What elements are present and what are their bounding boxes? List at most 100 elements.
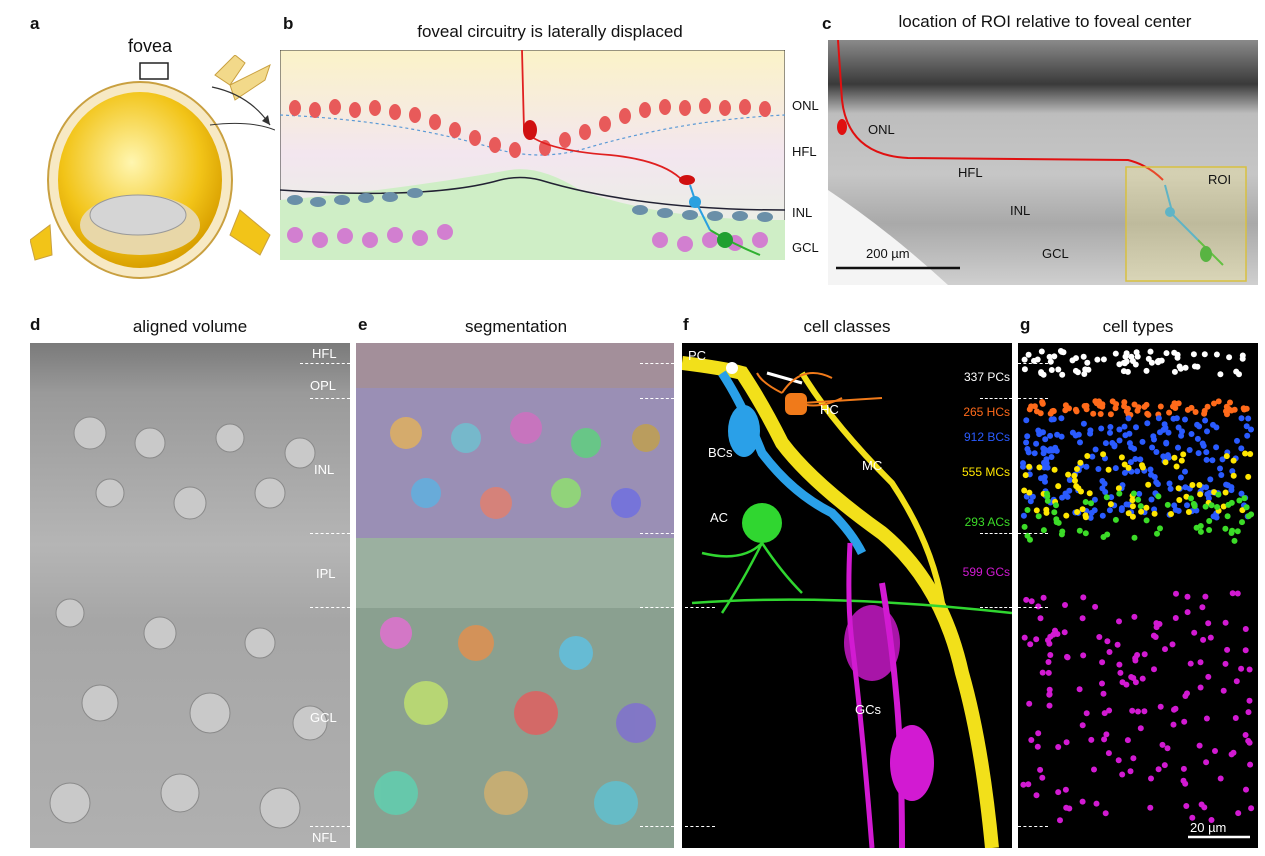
- cell-dot: [1026, 489, 1033, 496]
- cell-dot: [1074, 466, 1080, 472]
- cell-dot: [1062, 602, 1068, 608]
- cell-dot: [1046, 640, 1053, 647]
- panel-g-scale-label: 20 µm: [1190, 820, 1227, 835]
- cell-dot: [1081, 371, 1088, 377]
- cell-dot: [1163, 440, 1170, 447]
- cell-dot: [1062, 490, 1069, 497]
- cell-dot: [1185, 509, 1192, 515]
- cell-dot: [1184, 609, 1191, 616]
- cell-dot: [1102, 810, 1109, 817]
- cell-label-pc: PC: [688, 348, 707, 363]
- cell-dot: [1189, 482, 1196, 488]
- cell-dot: [1059, 494, 1066, 501]
- cell-dot: [1145, 411, 1152, 418]
- cell-dot: [1021, 366, 1028, 373]
- cell-dot: [1133, 349, 1140, 356]
- cell-dot: [1119, 771, 1126, 778]
- cell-dot: [1145, 481, 1152, 488]
- cell-dot: [1247, 761, 1254, 768]
- panel-f-boundary-gcl-left: [685, 826, 715, 827]
- cell-dot: [1112, 465, 1119, 472]
- cell-dot: [1112, 350, 1119, 357]
- cell-dot: [1106, 649, 1113, 655]
- cell-dot: [1223, 481, 1230, 488]
- cell-dot: [1072, 367, 1079, 374]
- cell-dot: [1170, 721, 1177, 728]
- cell-dot: [1121, 461, 1128, 468]
- cell-dot: [1027, 498, 1034, 505]
- cell-dot: [1239, 355, 1246, 362]
- cell-dot: [1055, 789, 1062, 796]
- cell-dot: [1044, 497, 1051, 504]
- cell-dot: [1096, 402, 1103, 409]
- cell-dot: [1186, 447, 1193, 453]
- cell-dot: [1203, 484, 1210, 491]
- cell-dot: [1128, 444, 1135, 451]
- cell-dot: [1165, 429, 1172, 436]
- cell-dot: [1107, 501, 1114, 508]
- cell-dot: [1116, 661, 1123, 668]
- cell-dot: [1132, 456, 1139, 462]
- cell-dot: [1097, 411, 1104, 417]
- cell-dot: [1118, 454, 1125, 461]
- cell-dot: [1203, 715, 1210, 722]
- cell-dot: [1024, 507, 1031, 513]
- cell-dot: [1105, 750, 1112, 757]
- cell-dot: [1079, 798, 1086, 805]
- cell-dot: [1033, 636, 1040, 643]
- cell-dot: [1131, 401, 1138, 408]
- panel-d-layer-opl: OPL: [310, 378, 337, 393]
- cell-dot: [1045, 669, 1052, 676]
- cell-dot: [1247, 451, 1254, 457]
- panel-d-boundary-gcl: [310, 826, 350, 827]
- panel-c-layer-hfl: HFL: [958, 165, 983, 180]
- cell-dot: [1243, 423, 1250, 430]
- cell-dot: [1031, 450, 1038, 457]
- cell-dot: [1078, 488, 1084, 495]
- cell-dot: [1052, 627, 1058, 634]
- cell-dot: [1047, 358, 1054, 365]
- cell-dot: [1201, 407, 1208, 414]
- cell-dot: [1025, 351, 1032, 358]
- cell-dot: [1203, 449, 1210, 456]
- cell-dot: [1063, 739, 1070, 746]
- panel-f-title: cell classes: [803, 317, 891, 336]
- cell-dot: [1224, 513, 1231, 520]
- cell-dot: [1129, 497, 1136, 504]
- cell-dot: [1109, 398, 1116, 405]
- cell-dot: [1182, 416, 1188, 423]
- cell-dot: [1222, 525, 1229, 532]
- cell-dot: [1112, 516, 1119, 523]
- cell-dot: [1047, 446, 1054, 453]
- panel-b-layer-onl: ONL: [792, 98, 819, 113]
- cell-dot: [1100, 356, 1107, 363]
- panel-e-boundary-ipl: [640, 607, 674, 608]
- cell-dot: [1040, 594, 1047, 601]
- arrow-icon: [211, 86, 271, 126]
- cell-dot: [1099, 680, 1105, 687]
- cell-dot: [1215, 491, 1222, 498]
- cell-dot: [1246, 697, 1253, 704]
- cell-dot: [1151, 474, 1158, 480]
- cell-dot: [1151, 666, 1157, 673]
- cell-dot: [1100, 690, 1107, 697]
- cell-dot: [1055, 744, 1062, 750]
- cell-dot: [1061, 629, 1068, 636]
- cell-dot: [1199, 604, 1206, 611]
- cell-dot: [1103, 731, 1110, 738]
- cell-dot: [1058, 433, 1065, 440]
- cell-dot: [1210, 421, 1216, 428]
- cell-dot: [1153, 620, 1160, 627]
- cell-dot: [1082, 366, 1089, 373]
- cell-dot: [1213, 351, 1220, 358]
- cell-dot: [1104, 638, 1111, 645]
- cell-dot: [1204, 428, 1210, 435]
- cell-dot: [1063, 804, 1070, 811]
- cell-dot: [1075, 431, 1082, 438]
- cell-dot: [1080, 420, 1087, 427]
- cell-dot: [1227, 399, 1233, 406]
- cell-dot: [1129, 503, 1136, 510]
- cell-dot: [1072, 477, 1078, 484]
- cell-dot: [1141, 708, 1148, 715]
- cell-dot: [1100, 451, 1107, 458]
